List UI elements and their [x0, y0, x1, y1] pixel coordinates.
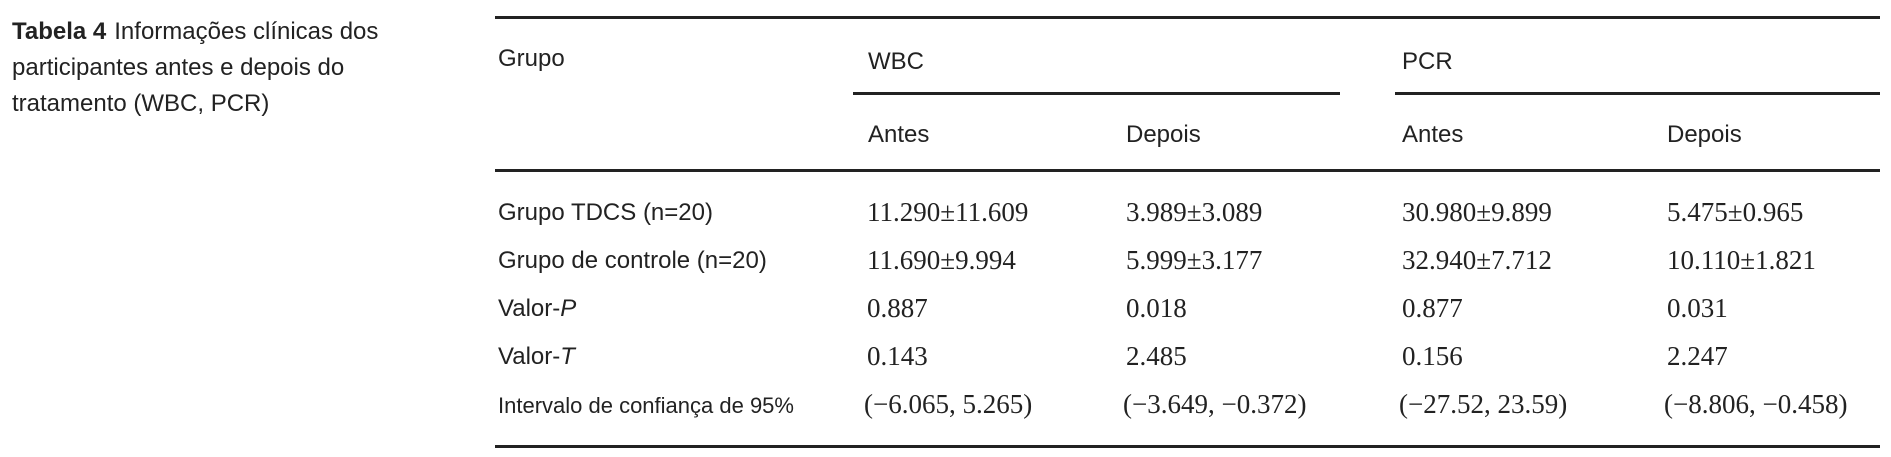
table-bottom-rule — [495, 445, 1880, 448]
row-label-prefix: Valor- — [498, 343, 561, 370]
table-caption-text: Informações clínicas dos participantes a… — [12, 18, 379, 117]
table-cell: 11.690±9.994 — [867, 245, 1016, 275]
row-label: Grupo TDCS (n=20) — [498, 199, 713, 226]
table-top-rule — [495, 16, 1880, 19]
header-pcr-after: Depois — [1667, 121, 1742, 148]
pcr-group-rule — [1395, 92, 1880, 95]
row-label: Grupo de controle (n=20) — [498, 247, 767, 274]
table-cell: (−27.52, 23.59) — [1399, 389, 1568, 419]
table-cell: 0.877 — [1402, 293, 1463, 323]
table-cell: 10.110±1.821 — [1667, 245, 1816, 275]
table-cell: 0.143 — [867, 341, 928, 371]
header-pcr: PCR — [1402, 48, 1453, 75]
table-cell: 11.290±11.609 — [867, 197, 1029, 227]
table-cell: 3.989±3.089 — [1126, 197, 1263, 227]
header-wbc-before: Antes — [868, 121, 930, 148]
header-group: Grupo — [498, 45, 565, 72]
header-wbc: WBC — [868, 48, 924, 75]
table-cell: (−8.806, −0.458) — [1664, 389, 1848, 419]
row-label-italic: T — [560, 343, 575, 370]
table-cell: 30.980±9.899 — [1402, 197, 1552, 227]
row-label: Valor-P — [498, 295, 576, 323]
table-cell: 0.018 — [1126, 293, 1187, 323]
table-cell: (−6.065, 5.265) — [864, 389, 1033, 419]
table-cell: 0.156 — [1402, 341, 1463, 371]
table-caption: Tabela 4 Informações clínicas dos partici… — [12, 14, 452, 122]
table-cell: 0.031 — [1667, 293, 1728, 323]
header-pcr-before: Antes — [1402, 121, 1464, 148]
header-bottom-rule — [495, 169, 1880, 172]
wbc-group-rule — [853, 92, 1340, 95]
table-cell: (−3.649, −0.372) — [1123, 389, 1307, 419]
table-cell: 5.475±0.965 — [1667, 197, 1804, 227]
header-wbc-after: Depois — [1126, 121, 1201, 148]
table-cell: 2.247 — [1667, 341, 1728, 371]
table-cell: 2.485 — [1126, 341, 1187, 371]
table-cell: 32.940±7.712 — [1402, 245, 1552, 275]
table-cell: 5.999±3.177 — [1126, 245, 1263, 275]
table-cell: 0.887 — [867, 293, 928, 323]
row-label-italic: P — [560, 295, 577, 322]
row-label-prefix: Valor- — [498, 295, 561, 322]
row-label: Valor-T — [498, 343, 575, 371]
table-caption-label: Tabela 4 — [12, 18, 107, 45]
row-label: Intervalo de confiança de 95% — [498, 393, 794, 418]
